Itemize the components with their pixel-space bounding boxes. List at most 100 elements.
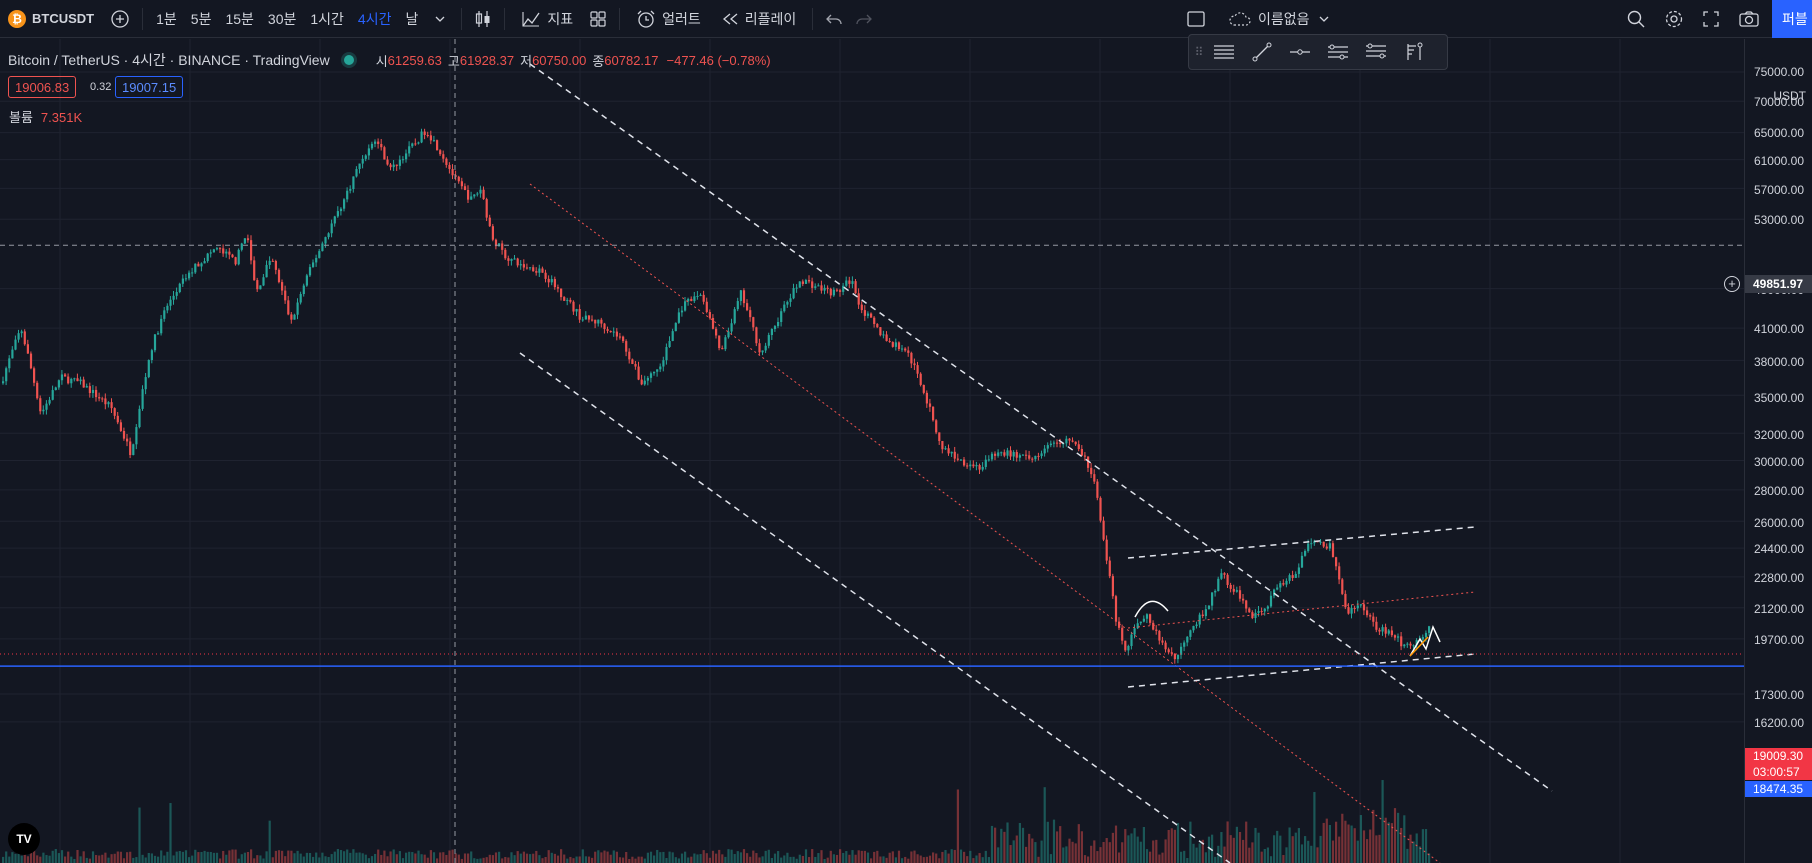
timeframe-1h[interactable]: 1시간 [310, 10, 344, 27]
volume-bar [1102, 841, 1105, 863]
volume-bar [739, 852, 742, 863]
volume-bar [336, 849, 339, 863]
timeframe-dropdown-button[interactable] [425, 4, 455, 34]
publish-button[interactable]: 퍼블 [1772, 0, 1812, 38]
candle-body [801, 281, 804, 284]
volume-bar [755, 853, 758, 863]
volume-bar [1062, 847, 1065, 863]
candle-body [293, 314, 296, 320]
volume-bar [85, 857, 88, 863]
volume-bar [1362, 830, 1366, 863]
price-tick: 16200.00 [1753, 716, 1804, 730]
add-symbol-button[interactable] [104, 4, 136, 34]
fib-tool[interactable] [1357, 36, 1395, 68]
timeframe-4h[interactable]: 4시간 [357, 10, 392, 27]
trendline-tool[interactable] [1243, 36, 1281, 68]
replay-button[interactable]: 리플레이 [711, 9, 807, 29]
candle-body [1397, 636, 1400, 638]
volume-bar [1111, 832, 1114, 863]
alert-button[interactable]: 얼러트 [626, 9, 711, 29]
candle-body [14, 339, 17, 350]
sell-price-button[interactable]: 19006.83 [8, 76, 77, 98]
volume-bar [491, 855, 494, 863]
timeframe-30m[interactable]: 30분 [267, 10, 297, 27]
candle-body [1133, 628, 1136, 635]
redo-button[interactable] [849, 4, 879, 34]
candle-body [932, 406, 935, 421]
fullscreen-checkbox[interactable] [1180, 4, 1212, 34]
candle-body [240, 243, 243, 250]
volume-bar [126, 852, 129, 863]
symbol-title[interactable]: Bitcoin / TetherUS · 4시간 · BINANCE · Tra… [8, 52, 330, 68]
timeframe-15m[interactable]: 15분 [225, 10, 254, 27]
price-scale[interactable]: USDT 75000.00 70000.00 65000.00 61000.00… [1744, 39, 1812, 863]
volume-bar [904, 856, 907, 863]
volume-bar [935, 853, 938, 863]
volume-bar [1338, 836, 1341, 863]
volume-bar [361, 853, 364, 863]
volume-bar [1204, 852, 1207, 863]
price-chart[interactable] [0, 39, 1744, 863]
volume-bar [910, 851, 913, 863]
candle-body [990, 453, 994, 460]
volume-bar [501, 858, 504, 863]
add-price-alert-icon[interactable]: + [1724, 276, 1740, 292]
candle-body [485, 199, 488, 218]
symbol-search-button[interactable]: ₿ BTCUSDT [0, 9, 104, 28]
candle-body [470, 196, 473, 200]
candle-body [987, 459, 990, 461]
candle-body [677, 312, 680, 323]
layout-name-button[interactable]: 이름없음 [1212, 9, 1346, 29]
volume-bar [95, 855, 98, 863]
candle-body [1068, 438, 1071, 441]
candle-body [736, 301, 739, 310]
volume-bar [476, 858, 479, 863]
volume-bar [367, 858, 370, 863]
candle-body [420, 131, 423, 143]
volume-bar [290, 850, 293, 863]
buy-price-button[interactable]: 19007.15 [115, 76, 184, 98]
volume-bar [826, 857, 829, 863]
search-button[interactable] [1620, 4, 1652, 34]
layouts-button[interactable] [583, 4, 613, 34]
timeframe-5m[interactable]: 5분 [190, 10, 212, 27]
candle-body [246, 238, 250, 241]
volume-bar [324, 856, 327, 863]
indicators-button[interactable]: 지표 [511, 9, 583, 29]
parallel-channel-tool[interactable] [1319, 36, 1357, 68]
fib-icon [1366, 43, 1386, 59]
volume-bar [572, 858, 575, 863]
undo-button[interactable] [819, 4, 849, 34]
drag-handle-icon[interactable]: ⠿ [1194, 45, 1204, 59]
candle-body [820, 285, 823, 291]
volume-bar [1347, 824, 1350, 863]
volume-bar [662, 851, 665, 863]
volume-legend[interactable]: 볼륨 7.351K [9, 107, 82, 126]
fullscreen-button[interactable] [1696, 4, 1726, 34]
timeframe-1m[interactable]: 1분 [156, 10, 177, 27]
currency-label[interactable]: USDT [1773, 89, 1806, 103]
candle-body [1167, 649, 1170, 653]
snapshot-button[interactable] [1732, 4, 1766, 34]
chart-type-button[interactable] [468, 4, 498, 34]
pitchfork-tool[interactable] [1395, 36, 1433, 68]
tradingview-logo[interactable]: TV [8, 823, 40, 855]
horizontal-ray-tool[interactable] [1281, 36, 1319, 68]
volume-bar [857, 850, 860, 863]
volume-bar [879, 856, 882, 863]
price-tick: 19700.00 [1753, 633, 1804, 647]
candle-body [408, 146, 411, 154]
volume-bar [668, 851, 671, 863]
horizontal-lines-tool[interactable] [1205, 36, 1243, 68]
volume-bar [488, 854, 491, 863]
volume-bar [544, 856, 547, 863]
candle-body [975, 465, 978, 467]
candle-body [699, 294, 702, 296]
candle-body [42, 409, 45, 412]
volume-bar [510, 852, 513, 863]
settings-button[interactable] [1658, 4, 1690, 34]
candle-body [690, 298, 693, 302]
square-icon [1187, 10, 1205, 27]
timeframe-1d[interactable]: 날 [405, 10, 419, 27]
volume-bar [891, 851, 894, 863]
